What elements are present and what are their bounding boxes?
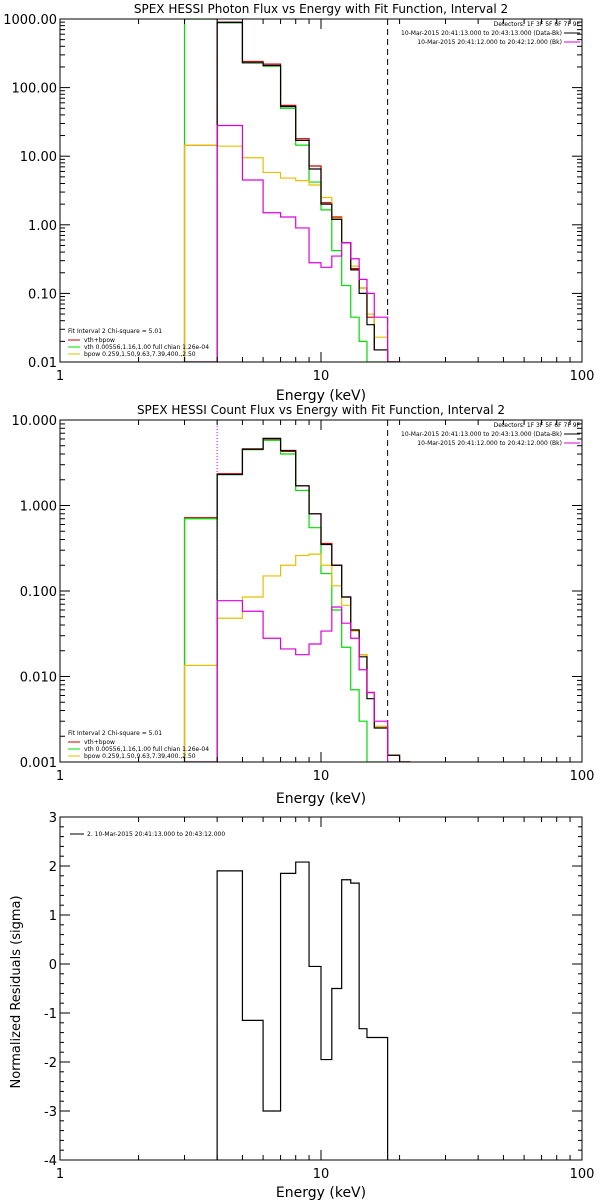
plot-content	[183, 420, 411, 762]
y-tick-label: 1.00	[28, 219, 57, 234]
x-tick-label: 100	[570, 369, 595, 384]
photon-flux-panel: SPEX HESSI Photon Flux vs Energy with Fi…	[3, 2, 594, 404]
count-flux-panel: SPEX HESSI Count Flux vs Energy with Fit…	[12, 403, 595, 807]
x-tick-label: 1	[56, 1167, 64, 1182]
bk-series-line	[184, 600, 411, 762]
y-tick-label: 100.00	[12, 82, 58, 97]
y-tick-label: 10.000	[12, 414, 58, 429]
y-tick-label: 2	[49, 860, 57, 875]
y-tick-label: 1000.00	[3, 13, 57, 28]
y-tick-label: 0.001	[20, 756, 57, 771]
y-tick-label: 0.010	[20, 671, 57, 686]
count-flux-plot-area: 1 10 100 0.001 0.010 0.100 1.000 10.000	[12, 414, 595, 784]
x-tick-label: 1	[56, 769, 64, 784]
legend-entry-vth: vth 0.00556,1.16,1.00 full chian 1.26e-0…	[84, 344, 209, 351]
x-tick-label: 10	[313, 1167, 330, 1182]
y-tick-label: -2	[44, 1056, 57, 1071]
count-flux-legend-bottomleft: Fit Interval 2 Chi-square = 5.01 vth+bpo…	[68, 730, 209, 760]
residuals-xlabel: Energy (keV)	[276, 1185, 366, 1200]
count-flux-title: SPEX HESSI Count Flux vs Energy with Fit…	[137, 403, 505, 417]
y-tick-label: -1	[44, 1007, 57, 1022]
legend-entry-total: vth+bpow	[84, 739, 115, 746]
plot-content	[183, 19, 400, 362]
y-tick-label: 3	[49, 811, 57, 826]
data-series-line	[184, 437, 411, 762]
legend-entry-total: vth+bpow	[84, 337, 115, 344]
y-tick-label: -4	[44, 1154, 57, 1169]
plot-content	[216, 861, 389, 1160]
count-flux-xlabel: Energy (keV)	[276, 791, 366, 807]
y-tick-label: 1	[49, 909, 57, 924]
legend-detectors: Detectors: 1F 3F 5F 6F 7F 9F	[494, 422, 581, 429]
y-tick-label: 0	[49, 958, 57, 973]
photon-flux-legend-bottomleft: Fit Interval 2 Chi-square = 5.01 vth+bpo…	[68, 328, 209, 358]
photon-flux-legend-topright: Detectors: 1F 3F 5F 6F 7F 9F 10-Mar-2015…	[401, 21, 581, 46]
legend-detectors: Detectors: 1F 3F 5F 6F 7F 9F	[494, 21, 581, 28]
legend-entry-data-bk: 10-Mar-2015 20:41:13.000 to 20:43:13.000…	[401, 30, 562, 37]
photon-flux-plot-area: 1 10 100 0.01 0.10 1.00 10.00 100.00 1000.00	[3, 13, 594, 384]
legend-fit-interval: Fit Interval 2 Chi-square = 5.01	[68, 328, 162, 335]
y-tick-label: 1.000	[20, 500, 57, 515]
photon-flux-xlabel: Energy (keV)	[276, 388, 366, 404]
photon-flux-title: SPEX HESSI Photon Flux vs Energy with Fi…	[134, 2, 508, 16]
bk-series-line	[184, 124, 400, 362]
count-flux-legend-topright: Detectors: 1F 3F 5F 6F 7F 9F 10-Mar-2015…	[401, 422, 581, 447]
legend-entry-bpow: bpow 0.259,1.50,9.63,7.39,400.,2.50	[84, 351, 196, 358]
residuals-panel: 1 10 100 -4 -3 -2 -1 0 1 2 3 Energy (keV) Normaliz…	[9, 811, 594, 1200]
y-tick-label: 0.10	[28, 287, 57, 302]
legend-entry-vth: vth 0.00556,1.16,1.00 full chian 1.26e-0…	[84, 746, 209, 753]
legend-entry-bpow: bpow 0.259,1.50,9.63,7.39,400.,2.50	[84, 753, 196, 760]
data-series-line	[216, 861, 389, 1160]
residuals-legend: 2. 10-Mar-2015 20:41:13.000 to 20:43:12.…	[70, 831, 225, 838]
legend-fit-interval: Fit Interval 2 Chi-square = 5.01	[68, 730, 162, 737]
data-series-line	[184, 21, 400, 362]
y-tick-label: 0.100	[20, 585, 57, 600]
x-tick-label: 10	[313, 769, 330, 784]
x-tick-label: 100	[570, 769, 595, 784]
legend-entry-interval: 2. 10-Mar-2015 20:41:13.000 to 20:43:12.…	[87, 831, 225, 838]
legend-entry-bk: 10-Mar-2015 20:41:12.000 to 20:42:12.000…	[417, 39, 562, 46]
legend-entry-bk: 10-Mar-2015 20:41:12.000 to 20:42:12.000…	[417, 440, 562, 447]
x-tick-label: 1	[56, 369, 64, 384]
legend-entry-data-bk: 10-Mar-2015 20:41:13.000 to 20:43:13.000…	[401, 431, 562, 438]
x-tick-label: 10	[313, 369, 330, 384]
residuals-plot-area: 1 10 100 -4 -3 -2 -1 0 1 2 3	[44, 811, 594, 1182]
y-tick-label: -3	[44, 1105, 57, 1120]
residuals-ylabel: Normalized Residuals (sigma)	[9, 895, 24, 1088]
x-tick-label: 100	[570, 1167, 595, 1182]
y-tick-label: 10.00	[20, 150, 57, 165]
y-tick-label: 0.01	[28, 356, 57, 371]
